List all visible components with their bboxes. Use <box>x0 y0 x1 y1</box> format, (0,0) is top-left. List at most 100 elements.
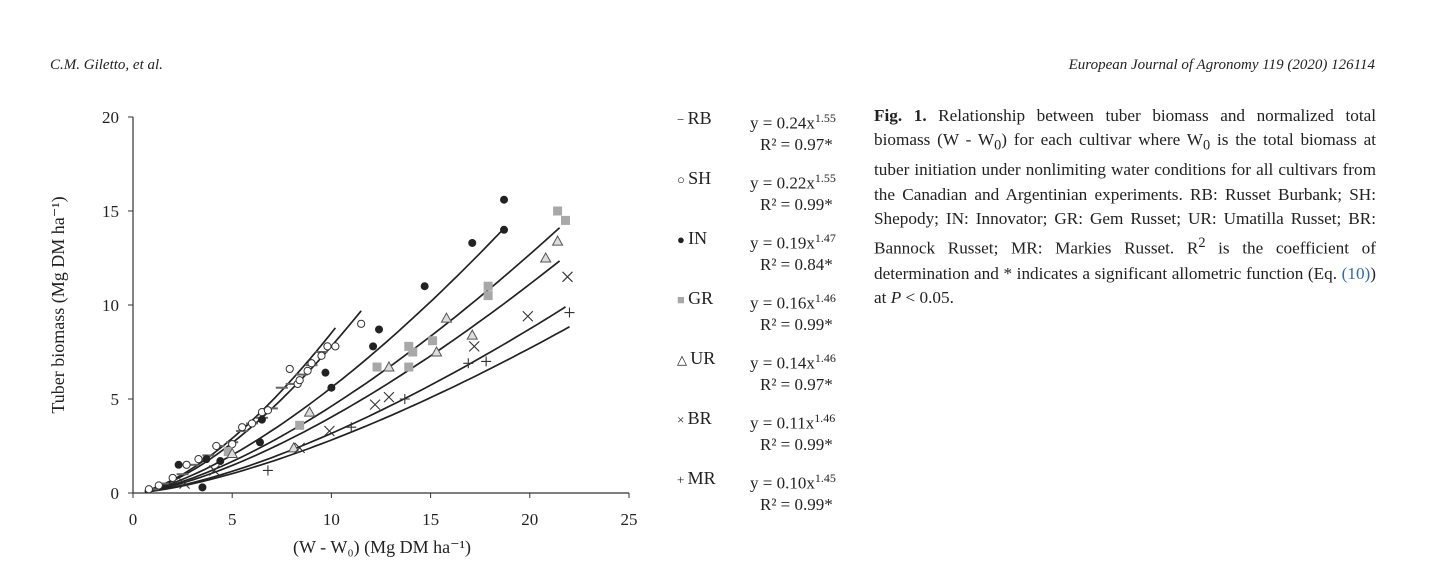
legend-label: △ UR <box>677 348 716 368</box>
data-point-sh <box>194 455 203 464</box>
data-point-sh <box>212 441 221 451</box>
legend-entry-gr: ■ GR y = 0.16x1.46 R² = 0.99* <box>672 288 872 348</box>
data-point-in <box>257 415 266 424</box>
data-point-ur <box>551 235 564 246</box>
caption-text: is the total biomass at tuber initiation… <box>874 130 1377 259</box>
data-point-gr <box>223 447 233 457</box>
data-point-sh <box>168 473 177 483</box>
legend-marker-icon: ● <box>677 232 689 247</box>
caption-text: ) at <box>874 263 1376 308</box>
caption-subscript: 0 <box>994 137 1002 154</box>
legend-marker-icon: × <box>677 412 688 427</box>
data-point-br <box>208 465 220 476</box>
legend-equation: y = 0.10x1.45 R² = 0.99* <box>750 471 836 514</box>
data-point-sh <box>285 364 294 374</box>
x-tick-label: 5 <box>228 510 237 529</box>
data-point-in <box>500 225 509 234</box>
data-point-br <box>383 391 395 403</box>
data-point-mr <box>399 394 410 404</box>
data-point-in <box>375 325 384 334</box>
legend-entry-sh: ○ SH y = 0.22x1.55 R² = 0.99* <box>672 168 872 228</box>
legend-marker-icon: + <box>677 472 688 487</box>
data-point-br <box>468 340 480 352</box>
figure-label: Fig. 1. <box>874 106 927 125</box>
data-point-sh <box>357 319 366 328</box>
data-point-in <box>216 457 225 466</box>
data-points <box>144 195 575 494</box>
data-point-sh <box>263 406 273 415</box>
data-point-gr <box>408 347 418 357</box>
legend-label: × BR <box>677 408 712 428</box>
data-point-sh <box>317 351 326 360</box>
data-point-ur <box>226 447 239 459</box>
legend-marker-icon: ○ <box>677 172 689 187</box>
chart-ticks: 0 5 10 15 20 25 0 5 10 15 20 <box>102 108 638 529</box>
legend-label: ○ SH <box>677 168 712 188</box>
data-point-mr <box>463 358 474 369</box>
legend-equation: y = 0.22x1.55 R² = 0.99* <box>750 171 836 214</box>
data-point-gr <box>295 420 305 430</box>
data-point-in <box>321 368 330 377</box>
data-point-sh <box>238 423 247 432</box>
caption-subscript: 0 <box>1202 137 1211 154</box>
data-point-br <box>522 310 534 322</box>
legend-label: − RB <box>677 108 712 128</box>
legend-equation: y = 0.16x1.46 R² = 0.99* <box>750 291 836 334</box>
x-tick-label: 25 <box>621 510 638 529</box>
y-tick-label: 20 <box>102 108 119 127</box>
data-point-ur <box>466 329 479 340</box>
data-point-sh <box>144 485 153 494</box>
data-point-sh <box>154 481 163 490</box>
y-axis-label: Tuber biomass (Mg DM ha⁻¹) <box>48 196 69 413</box>
data-point-in <box>198 483 207 492</box>
data-point-sh <box>307 359 316 368</box>
y-tick-label: 5 <box>111 390 120 409</box>
data-point-gr <box>404 341 414 351</box>
data-point-gr <box>483 281 493 291</box>
data-point-br <box>562 271 573 283</box>
figure-caption: Fig. 1. Relationship between tuber bioma… <box>874 104 1376 310</box>
data-point-ur <box>303 406 316 417</box>
data-point-gr <box>553 206 563 216</box>
data-point-gr <box>428 336 438 346</box>
equation-reference-link[interactable]: (10) <box>1341 263 1371 283</box>
tuber-biomass-chart: 0 5 10 15 20 25 0 5 10 15 20 Tuber biomass (Mg DM … <box>48 108 638 558</box>
data-point-br <box>324 425 335 437</box>
legend-entry-mr: + MR y = 0.10x1.45 R² = 0.99* <box>672 468 872 528</box>
x-axis-label: (W - W₀) (Mg DM ha⁻¹) <box>293 537 471 558</box>
data-point-gr <box>372 362 382 372</box>
caption-superscript: 2 <box>1198 235 1206 252</box>
data-point-in <box>202 455 211 464</box>
legend-marker-icon: − <box>677 112 688 127</box>
fit-curve-gr <box>144 227 561 493</box>
chart-axes <box>132 117 629 494</box>
legend-label: + MR <box>677 468 716 488</box>
legend-entry-ur: △ UR y = 0.14x1.46 R² = 0.97* <box>672 348 872 408</box>
data-point-br <box>369 399 381 411</box>
running-header-authors: C.M. Giletto, et al. <box>50 57 163 73</box>
fit-curves <box>144 227 570 493</box>
running-header-journal: European Journal of Agronomy 119 (2020) … <box>1068 57 1375 73</box>
data-point-gr <box>483 291 493 301</box>
data-point-in <box>369 342 378 351</box>
data-point-sh <box>182 460 191 469</box>
data-point-in <box>500 195 509 204</box>
data-point-ur <box>287 441 300 453</box>
data-point-mr <box>564 307 575 318</box>
x-tick-label: 15 <box>422 510 439 529</box>
x-tick-label: 20 <box>521 510 538 529</box>
x-tick-label: 0 <box>129 510 138 529</box>
legend-equation: y = 0.14x1.46 R² = 0.97* <box>750 351 836 394</box>
legend-entry-br: × BR y = 0.11x1.46 R² = 0.99* <box>672 408 872 468</box>
data-point-sh <box>331 342 340 351</box>
y-tick-label: 0 <box>111 484 120 503</box>
y-tick-label: 15 <box>102 202 119 221</box>
data-point-gr <box>404 362 414 372</box>
data-point-in <box>468 238 477 247</box>
caption-text: ) for each cultivar where W <box>1001 130 1203 150</box>
data-point-mr <box>262 465 273 476</box>
data-point-in <box>420 282 429 291</box>
data-point-br <box>294 442 306 454</box>
legend-equation: y = 0.19x1.47 R² = 0.84* <box>750 231 836 274</box>
legend-entry-in: ● IN y = 0.19x1.47 R² = 0.84* <box>672 228 872 288</box>
